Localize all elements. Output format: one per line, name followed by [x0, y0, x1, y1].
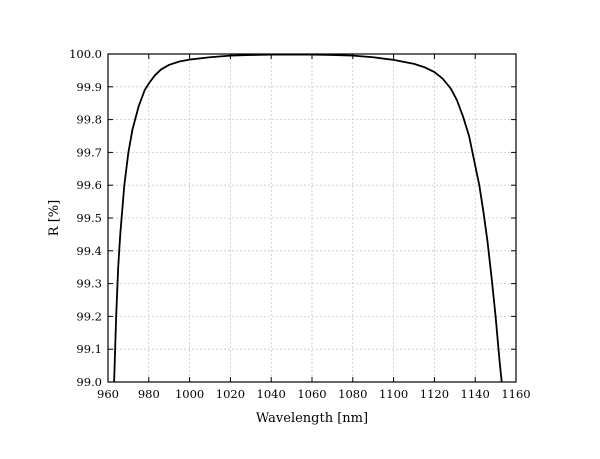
- x-tick-label: 1140: [461, 387, 490, 401]
- y-tick-label: 99.4: [76, 244, 102, 258]
- y-tick-label: 99.0: [76, 375, 102, 389]
- x-tick-label: 1020: [216, 387, 245, 401]
- x-tick-label: 1060: [297, 387, 326, 401]
- y-tick-label: 99.5: [76, 211, 102, 225]
- x-tick-label: 1100: [379, 387, 408, 401]
- y-axis-label: R [%]: [47, 200, 62, 236]
- x-tick-labels: 960 980 1000 1020 1040 1060 1080 1100 1120 1140 11…: [97, 387, 531, 401]
- y-tick-label: 99.2: [76, 309, 102, 323]
- y-tick-label: 99.8: [76, 113, 102, 127]
- x-tick-label: 1160: [501, 387, 530, 401]
- series-line-reflectance: [113, 53, 503, 383]
- y-tick-label: 99.3: [76, 277, 102, 291]
- x-tick-label: 980: [138, 387, 160, 401]
- x-tick-label: 1120: [420, 387, 449, 401]
- y-tick-label: 99.6: [76, 178, 102, 192]
- x-tick-label: 1000: [175, 387, 204, 401]
- y-tick-label: 99.1: [76, 342, 102, 356]
- x-tick-label: 1080: [338, 387, 367, 401]
- grid-lines: [108, 54, 516, 382]
- x-tick-label: 1040: [257, 387, 286, 401]
- y-tick-label: 100.0: [69, 47, 102, 61]
- y-tick-labels: 99.0 99.1 99.2 99.3 99.4 99.5 99.6 99.7 99.8 99.9…: [69, 47, 102, 389]
- y-tick-label: 99.9: [76, 80, 102, 94]
- x-tick-label: 960: [97, 387, 119, 401]
- x-axis-label: Wavelength [nm]: [256, 411, 368, 426]
- axis-ticks: [107, 53, 517, 383]
- y-tick-label: 99.7: [76, 145, 102, 159]
